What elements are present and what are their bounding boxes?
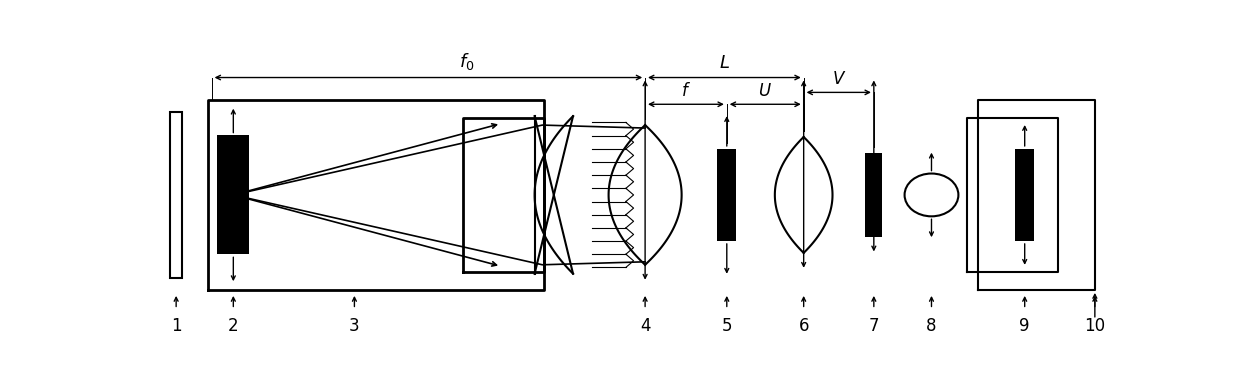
Text: 8: 8 — [926, 317, 936, 335]
Text: $f_0$: $f_0$ — [459, 51, 475, 72]
Text: 10: 10 — [1084, 317, 1105, 335]
Text: $V$: $V$ — [832, 70, 846, 88]
Text: 4: 4 — [640, 317, 650, 335]
Text: 3: 3 — [350, 317, 360, 335]
Text: 6: 6 — [799, 317, 808, 335]
Text: 9: 9 — [1019, 317, 1030, 335]
Text: $f$: $f$ — [681, 82, 691, 100]
Text: 2: 2 — [228, 317, 238, 335]
Bar — [217, 135, 249, 254]
Text: 5: 5 — [722, 317, 732, 335]
Text: $U$: $U$ — [759, 82, 773, 100]
Text: $L$: $L$ — [719, 54, 730, 72]
Bar — [170, 112, 182, 278]
Bar — [866, 153, 883, 237]
Text: 7: 7 — [868, 317, 879, 335]
Text: 1: 1 — [171, 317, 181, 335]
Ellipse shape — [905, 174, 959, 216]
Bar — [717, 149, 737, 241]
Bar — [1016, 149, 1034, 241]
